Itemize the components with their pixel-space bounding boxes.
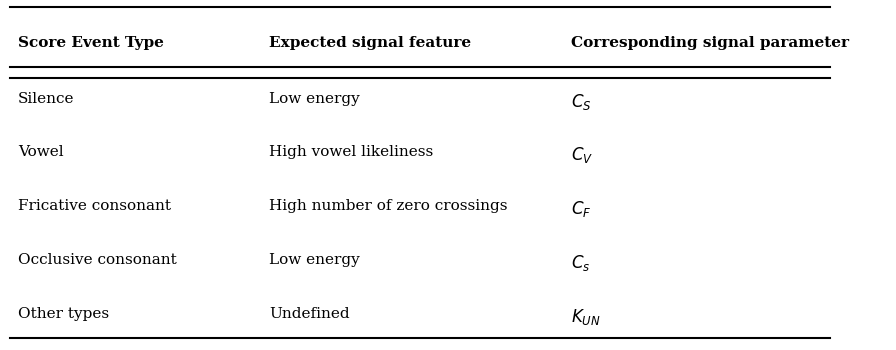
Text: Corresponding signal parameter: Corresponding signal parameter [571,36,849,50]
Text: Low energy: Low energy [270,92,360,106]
Text: Other types: Other types [18,307,109,321]
Text: Expected signal feature: Expected signal feature [270,36,471,50]
Text: Fricative consonant: Fricative consonant [18,199,171,213]
Text: Undefined: Undefined [270,307,350,321]
Text: Silence: Silence [18,92,74,106]
Text: $C_S$: $C_S$ [571,92,591,112]
Text: $C_V$: $C_V$ [571,146,593,166]
Text: $C_s$: $C_s$ [571,253,590,273]
Text: Score Event Type: Score Event Type [18,36,164,50]
Text: $C_F$: $C_F$ [571,199,591,219]
Text: Vowel: Vowel [18,146,64,160]
Text: High vowel likeliness: High vowel likeliness [270,146,434,160]
Text: High number of zero crossings: High number of zero crossings [270,199,508,213]
Text: $K_{UN}$: $K_{UN}$ [571,307,600,327]
Text: Occlusive consonant: Occlusive consonant [18,253,177,267]
Text: Low energy: Low energy [270,253,360,267]
